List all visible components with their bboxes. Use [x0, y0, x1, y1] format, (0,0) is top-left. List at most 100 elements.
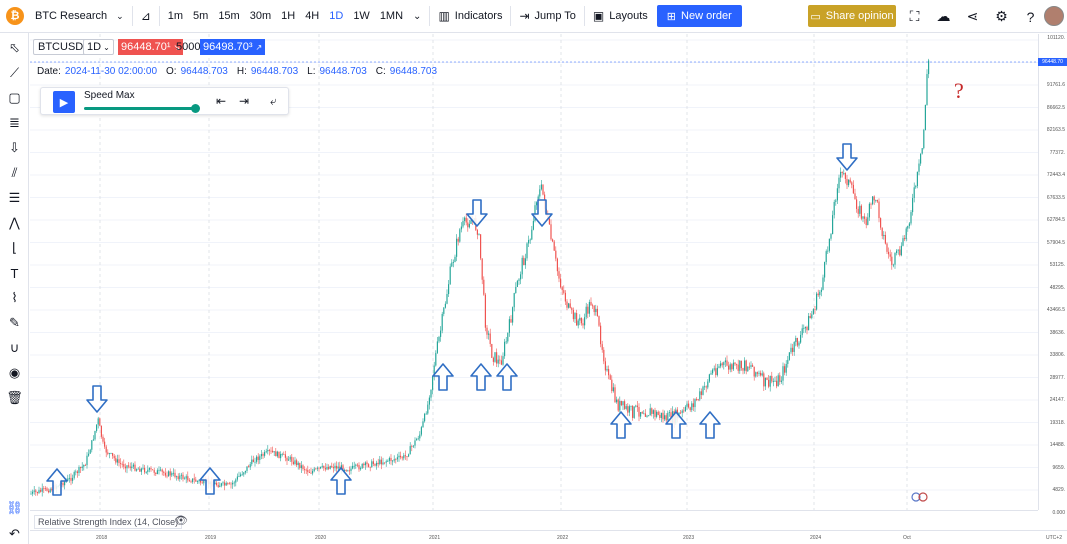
candle-body	[382, 462, 384, 465]
eye-icon[interactable]: ◉	[8, 365, 21, 380]
timeframe-1m[interactable]: 1m	[167, 10, 184, 22]
cursor-icon[interactable]: ⬁	[9, 40, 20, 55]
timeframe-30m[interactable]: 30m	[249, 10, 272, 22]
exit-replay-icon[interactable]: ⤶	[270, 94, 277, 108]
candle-body	[889, 254, 891, 257]
candle-body	[580, 317, 582, 324]
pencil-icon[interactable]: ✎	[9, 315, 20, 330]
share-opinion-button[interactable]: ▭ Share opinion	[808, 5, 896, 27]
candle-body	[616, 399, 618, 403]
chart-symbol[interactable]: BTCUSD	[33, 39, 89, 55]
magnet-icon[interactable]: ∪	[9, 340, 20, 355]
candle-body	[817, 293, 819, 296]
price-chart[interactable]: ?	[30, 34, 1038, 510]
trend-line-icon[interactable]: ⟋	[9, 65, 20, 80]
fullscreen-icon[interactable]: ⛶	[909, 8, 920, 24]
chart-type-icon[interactable]: ⊿	[140, 9, 151, 23]
text-icon[interactable]: T	[10, 265, 19, 281]
timeframe-1h[interactable]: 1H	[281, 10, 296, 22]
brush-icon[interactable]: ⌇	[11, 290, 18, 305]
layouts-button[interactable]: ▣ Layouts	[588, 0, 653, 33]
avatar[interactable]	[1044, 6, 1064, 26]
candle-body	[558, 271, 560, 279]
speed-slider-handle[interactable]	[191, 104, 200, 113]
indicators-button[interactable]: ▥ Indicators	[433, 0, 507, 33]
candle-body	[592, 305, 594, 307]
arrow-down-tool-icon[interactable]: ⇩	[9, 140, 20, 155]
candle-body	[692, 403, 694, 408]
candle-body	[385, 461, 387, 463]
symbol-search-button[interactable]: BTC Research ⌄	[30, 0, 129, 33]
candle-body	[457, 238, 459, 242]
pattern-icon[interactable]: ⋀	[9, 215, 20, 230]
candle-body	[865, 218, 867, 226]
chart-svg[interactable]: ?	[30, 34, 1038, 510]
jump-to-button[interactable]: ⇥ Jump To	[514, 0, 580, 33]
candle-body	[292, 461, 294, 465]
rsi-label[interactable]: Relative Strength Index (14, Close)	[34, 515, 183, 529]
candle-body	[680, 412, 682, 414]
candle-body	[507, 332, 509, 342]
link-icon[interactable]: ⛓	[6, 500, 23, 515]
timeframe-1d[interactable]: 1D	[329, 10, 344, 22]
candle-body	[758, 372, 760, 374]
gear-icon[interactable]: ⚙	[995, 8, 1008, 24]
divider	[158, 6, 160, 26]
timeframe-5m[interactable]: 5m	[193, 10, 209, 22]
candle-body	[915, 186, 917, 188]
candle-body	[432, 375, 434, 390]
candle-body	[203, 479, 205, 484]
timeframe-4h[interactable]: 4H	[305, 10, 320, 22]
candle-body	[278, 451, 280, 459]
chart-interval[interactable]: 1D ⌄	[83, 39, 114, 55]
timeframe-1w[interactable]: 1W	[353, 10, 370, 22]
bitcoin-logo-icon[interactable]: ₿	[0, 0, 30, 33]
candle-body	[846, 178, 848, 186]
timeframe-15m[interactable]: 15m	[218, 10, 240, 22]
candle-body	[712, 369, 714, 374]
candle-body	[414, 440, 416, 446]
candle-body	[364, 462, 366, 466]
candle-body	[123, 464, 125, 467]
price-axis[interactable]: 101120. 91761.6 86662.5 82163.5 77372. 72443.…	[1038, 34, 1067, 516]
sell-price-button[interactable]: 96448.70¹ ↘	[118, 39, 184, 55]
step-forward-icon[interactable]: ⇥	[239, 94, 250, 108]
fib-icon[interactable]: ≣	[9, 115, 20, 130]
candle-body	[776, 380, 778, 387]
share-icon[interactable]: ⋖	[966, 8, 979, 24]
down-arrow-annotation	[86, 385, 108, 413]
candle-body	[270, 450, 272, 452]
channel-icon[interactable]: ⫽	[11, 165, 18, 180]
candle-body	[766, 377, 768, 380]
new-order-button[interactable]: ⊞ New order	[656, 5, 742, 27]
time-axis[interactable]: 2018 2019 2020 2021 2022 2023 2024 Oct UTC+2	[30, 530, 1067, 544]
help-icon[interactable]: ?	[1026, 8, 1035, 25]
layouts-icon: ▣	[592, 9, 605, 23]
timeframe-more-chevron-icon[interactable]: ⌄	[413, 10, 422, 22]
cloud-icon[interactable]: ☁	[936, 8, 951, 24]
rectangle-icon[interactable]: ▢	[8, 90, 21, 105]
trash-icon[interactable]: 🗑	[6, 390, 23, 405]
candle-body	[348, 470, 350, 472]
divider	[583, 6, 585, 26]
undo-icon[interactable]: ↶	[9, 526, 20, 541]
gann-icon[interactable]: ☰	[8, 190, 21, 205]
candle-body	[227, 483, 229, 484]
timeframe-1mn[interactable]: 1MN	[379, 10, 404, 22]
step-back-icon[interactable]: ⇤	[216, 94, 227, 108]
speed-slider[interactable]	[84, 107, 194, 110]
eye-icon[interactable]: 👁	[174, 515, 188, 527]
candle-body	[873, 196, 875, 201]
measure-icon[interactable]: ⌊	[11, 240, 18, 255]
chevron-down-icon: ⌄	[116, 10, 124, 21]
play-icon[interactable]: ▶	[53, 91, 75, 113]
candle-body	[260, 454, 262, 457]
candle-body	[771, 375, 773, 382]
candle-body	[763, 373, 765, 387]
candle-body	[700, 391, 702, 395]
candle-body	[790, 347, 792, 353]
buy-price-button[interactable]: 96498.70³ ↗	[200, 39, 266, 55]
chart-grid	[30, 34, 1038, 510]
candle-body	[494, 352, 496, 362]
candle-body	[496, 352, 498, 364]
